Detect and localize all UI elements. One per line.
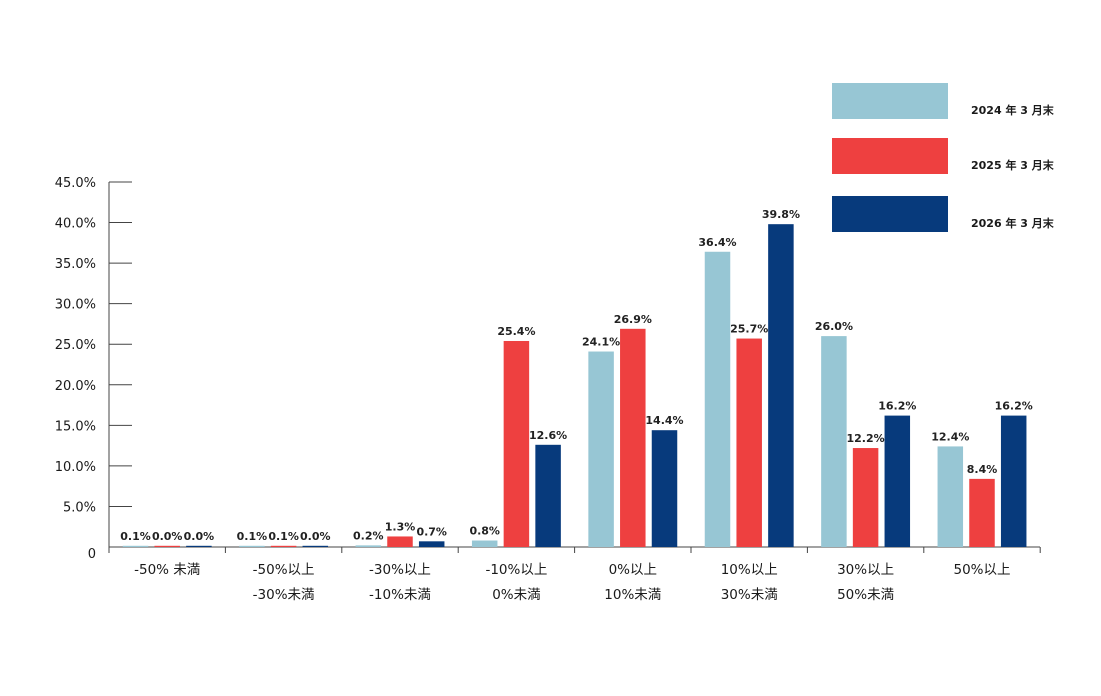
data-label: 0.1%	[120, 530, 151, 543]
category-label: -50% 未満	[134, 562, 200, 578]
y-tick-label: 15.0%	[55, 419, 96, 434]
category-label: 50%以上	[953, 562, 1010, 578]
data-label: 0.7%	[416, 525, 447, 538]
data-label: 24.1%	[582, 336, 620, 349]
bar	[302, 545, 329, 547]
bar	[186, 545, 212, 547]
bar	[651, 430, 678, 547]
data-label: 36.4%	[698, 236, 736, 249]
y-tick-label: 40.0%	[55, 217, 96, 232]
bar	[122, 545, 149, 547]
data-label: 0.0%	[300, 530, 331, 543]
category-label: 30%以上	[837, 562, 894, 578]
y-tick-label: 20.0%	[55, 379, 96, 394]
data-label: 14.4%	[645, 414, 683, 427]
legend-label: 2026 年 3 月末	[971, 216, 1055, 230]
data-label: 0.0%	[152, 530, 183, 543]
y-tick-label: 10.0%	[55, 460, 96, 475]
data-label: 12.4%	[931, 430, 969, 443]
category-label: -30%以上	[369, 562, 431, 578]
data-label: 26.9%	[614, 313, 652, 326]
bar	[535, 444, 561, 547]
y-axis: 0 5.0% 10.0% 15.0% 20.0% 25.0% 30.0% 35.0% 40.0%…	[55, 176, 132, 562]
bar	[704, 251, 731, 547]
data-label: 16.2%	[995, 400, 1033, 413]
data-label: 0.8%	[469, 525, 500, 538]
category-label: -50%以上	[253, 562, 315, 578]
data-label: 25.7%	[730, 323, 768, 336]
data-label: 0.2%	[353, 529, 384, 542]
legend-swatch	[832, 83, 948, 119]
bar	[154, 545, 180, 547]
bar	[471, 540, 498, 547]
data-label: 12.2%	[847, 432, 885, 445]
category-label: -10%以上	[485, 562, 547, 578]
y-tick-label: 30.0%	[55, 298, 96, 313]
category-label: 10%以上	[721, 562, 778, 578]
category-label: 50%未満	[837, 587, 894, 603]
bar	[768, 224, 794, 547]
x-axis	[108, 546, 1041, 553]
legend-label: 2025 年 3 月末	[971, 158, 1055, 172]
bar	[937, 446, 964, 547]
bar	[736, 338, 762, 547]
bar	[418, 541, 445, 547]
category-labels: -50% 未満 -50%以上 -30%未満 -30%以上 -10%未満 -10%以上 0%未…	[134, 562, 1010, 603]
bar	[821, 336, 847, 547]
category-label: -30%未満	[253, 587, 315, 603]
data-label: 1.3%	[385, 520, 416, 533]
bar	[852, 448, 879, 547]
data-labels: 0.1% 0.0% 0.0% 0.1% 0.1% 0.0% 0.2%1.3% 0.7% 0.8%…	[120, 208, 1033, 543]
data-label: 0.0%	[184, 530, 215, 543]
category-label: 0%未満	[492, 587, 540, 603]
bars	[122, 224, 1027, 547]
category-label: -10%未満	[369, 587, 431, 603]
bar	[270, 545, 297, 547]
data-label: 12.6%	[529, 429, 567, 442]
legend: 2024 年 3 月末 2025 年 3 月末 2026 年 3 月末	[832, 83, 1055, 232]
bar	[620, 328, 646, 547]
data-label: 0.1%	[268, 530, 299, 543]
bar	[884, 415, 911, 547]
bar	[355, 545, 382, 547]
bar	[969, 478, 995, 547]
data-label: 39.8%	[762, 208, 800, 221]
data-label: 8.4%	[967, 463, 998, 476]
data-label: 16.2%	[878, 400, 916, 413]
bar	[387, 536, 413, 547]
data-label: 26.0%	[815, 320, 853, 333]
y-tick-label: 25.0%	[55, 338, 96, 353]
legend-swatch	[832, 196, 948, 232]
bar	[1000, 415, 1027, 547]
bar	[588, 351, 614, 547]
y-tick-label: 0	[88, 547, 96, 562]
data-label: 0.1%	[237, 530, 268, 543]
bar	[503, 340, 530, 547]
y-tick-label: 35.0%	[55, 257, 96, 272]
y-tick-label: 5.0%	[63, 500, 96, 515]
legend-label: 2024 年 3 月末	[971, 103, 1055, 117]
data-label: 25.4%	[497, 325, 535, 338]
legend-swatch	[832, 138, 948, 174]
bar	[239, 545, 265, 547]
category-label: 10%未満	[604, 587, 661, 603]
category-label: 30%未満	[721, 587, 778, 603]
y-tick-label: 45.0%	[55, 176, 96, 191]
category-label: 0%以上	[609, 562, 657, 578]
